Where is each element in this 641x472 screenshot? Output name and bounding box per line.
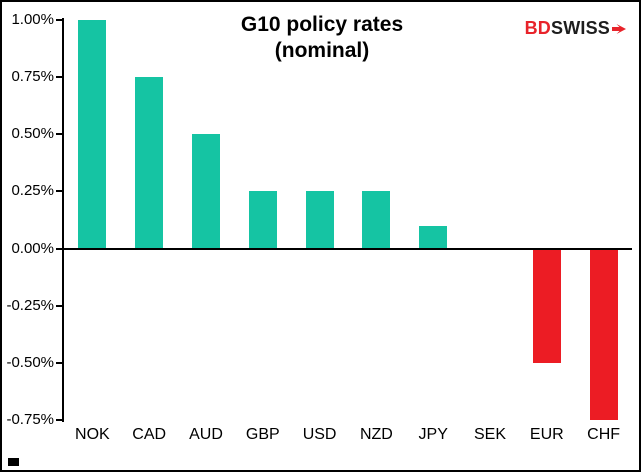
y-tick-mark <box>56 247 62 250</box>
chart-title-line1: G10 policy rates <box>240 13 404 36</box>
x-category-label: AUD <box>189 426 223 443</box>
chart-title-line2: (nominal) <box>274 38 370 62</box>
corner-artifact <box>8 458 19 466</box>
bar-AUD <box>192 134 220 249</box>
bar-CAD <box>135 77 164 249</box>
x-category-label: CAD <box>132 426 167 443</box>
x-category-label: NZD <box>359 426 393 443</box>
x-category-label: EUR <box>529 426 564 443</box>
x-category-label: JPY <box>418 426 448 443</box>
x-category-label: USD <box>302 426 337 443</box>
x-category-label: GBP <box>245 426 280 443</box>
y-tick-label: 0.75% <box>11 68 54 86</box>
x-category-label: CHF <box>587 426 621 443</box>
bdswiss-logo: BD SWISS <box>525 18 627 39</box>
y-tick-label: 0.50% <box>11 125 54 143</box>
bar-JPY <box>419 225 448 249</box>
logo-arrow-icon <box>611 21 627 37</box>
zero-axis-line <box>64 247 632 250</box>
bar-GBP <box>248 191 277 249</box>
y-tick-mark <box>56 304 62 307</box>
y-axis-line <box>62 18 64 422</box>
y-tick-mark <box>56 419 62 421</box>
bar-NOK <box>78 20 107 249</box>
y-tick-label: -0.50% <box>6 353 54 371</box>
y-tick-label: -0.75% <box>6 411 54 428</box>
bar-USD <box>305 191 334 249</box>
x-category-label: NOK <box>75 426 110 443</box>
y-tick-mark <box>56 76 62 79</box>
logo-text-bd: BD <box>524 18 551 38</box>
bar-CHF <box>589 248 618 420</box>
x-category-label: SEK <box>473 426 506 443</box>
y-tick-label: 0.00% <box>11 239 54 257</box>
bar-EUR <box>532 248 561 363</box>
y-tick-mark <box>56 19 62 21</box>
y-tick-mark <box>56 361 62 364</box>
y-tick-mark <box>56 133 62 136</box>
y-tick-label: 1.00% <box>11 11 54 28</box>
logo-text-swiss: SWISS <box>550 18 610 38</box>
y-tick-label: 0.25% <box>11 182 54 200</box>
y-tick-label: -0.25% <box>6 296 54 314</box>
chart-title: G10 policy rates (nominal) <box>122 12 522 63</box>
bar-NZD <box>362 191 391 249</box>
y-tick-mark <box>56 190 62 193</box>
